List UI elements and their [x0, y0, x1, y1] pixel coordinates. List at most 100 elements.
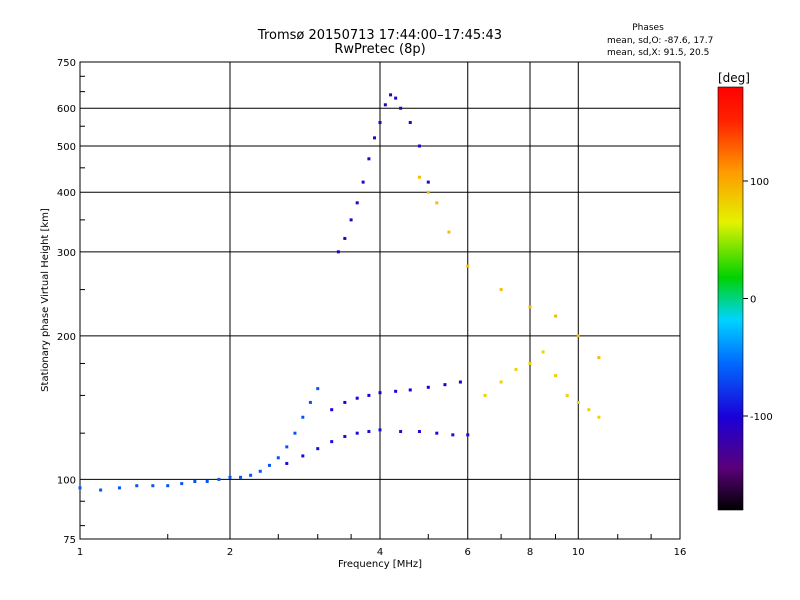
y-tick-label: 100	[57, 475, 76, 486]
data-point	[308, 400, 312, 404]
y-tick-label: 75	[63, 535, 76, 546]
data-point	[399, 430, 403, 434]
data-point	[597, 356, 601, 360]
data-point	[316, 387, 320, 391]
data-point	[447, 230, 451, 234]
data-point	[466, 264, 470, 268]
data-point	[258, 469, 262, 473]
data-point	[228, 475, 232, 479]
phases-title: Phases	[632, 23, 664, 33]
data-point	[367, 393, 371, 397]
data-point	[553, 374, 557, 378]
data-point	[276, 456, 280, 460]
y-tick-label: 500	[57, 142, 76, 153]
data-point	[541, 350, 545, 354]
data-point	[367, 157, 371, 161]
colorbar-ticks: 100 0 -100	[743, 177, 773, 423]
x-tick-label: 4	[377, 547, 383, 558]
data-point	[349, 218, 353, 222]
data-point	[483, 393, 487, 397]
phases-line-o: mean, sd,O: -87.6, 17.7	[607, 36, 713, 46]
data-point	[389, 93, 393, 97]
data-point	[383, 103, 387, 107]
data-point	[166, 484, 170, 488]
x-tick-label: 6	[465, 547, 471, 558]
x-tick-label: 2	[227, 547, 233, 558]
y-tick-label: 300	[57, 248, 76, 259]
data-point	[117, 486, 121, 490]
chart-subtitle: RwPretec (8p)	[334, 42, 425, 57]
data-point	[417, 430, 421, 434]
data-point	[466, 433, 470, 437]
data-point	[514, 367, 518, 371]
data-point	[426, 385, 430, 389]
data-point	[285, 445, 289, 449]
data-point	[180, 482, 184, 486]
x-tick-label: 10	[572, 547, 585, 558]
data-point	[378, 121, 382, 125]
colorbar-tick-label: 0	[750, 295, 756, 306]
data-point	[343, 400, 347, 404]
data-point	[355, 396, 359, 400]
data-point	[417, 144, 421, 148]
data-point	[151, 484, 155, 488]
colorbar-tick-label: 100	[750, 177, 769, 188]
data-point	[528, 361, 532, 365]
data-point	[378, 428, 382, 432]
data-point	[355, 201, 359, 205]
data-point	[378, 391, 382, 395]
data-point	[336, 250, 340, 254]
data-point	[249, 473, 253, 477]
data-point	[367, 430, 371, 434]
data-point	[408, 388, 412, 392]
data-point	[78, 486, 82, 490]
data-point	[343, 236, 347, 240]
grid-lines	[80, 62, 680, 539]
data-point	[316, 447, 320, 451]
y-ticks: 75 100 200 300 400 500 600 750	[57, 58, 85, 546]
x-tick-label: 8	[527, 547, 533, 558]
data-point	[267, 463, 271, 467]
data-point	[576, 334, 580, 338]
chart-title: Tromsø 20150713 17:44:00–17:45:43	[257, 28, 502, 43]
y-tick-label: 600	[57, 104, 76, 115]
data-point	[426, 180, 430, 184]
data-point	[293, 431, 297, 435]
y-tick-label: 400	[57, 188, 76, 199]
data-point	[435, 201, 439, 205]
data-point	[394, 96, 398, 100]
data-point	[355, 431, 359, 435]
data-point	[587, 408, 591, 412]
data-point	[597, 415, 601, 419]
data-point	[458, 380, 462, 384]
data-point	[205, 479, 209, 483]
data-point	[576, 400, 580, 404]
data-point	[239, 475, 243, 479]
x-ticks: 1 2 4 6 8 10 16	[77, 534, 687, 558]
data-point	[193, 479, 197, 483]
data-point	[426, 190, 430, 194]
y-axis-label: Stationary phase Virtual Height [km]	[40, 208, 51, 392]
data-point	[399, 106, 403, 110]
x-tick-label: 16	[674, 547, 687, 558]
data-point	[373, 136, 377, 140]
data-point	[499, 380, 503, 384]
data-point	[451, 433, 455, 437]
colorbar	[717, 86, 744, 511]
data-point	[408, 121, 412, 125]
colorbar-unit: [deg]	[718, 71, 750, 85]
phases-line-x: mean, sd,X: 91.5, 20.5	[607, 48, 709, 58]
x-axis-label: Frequency [MHz]	[338, 559, 422, 570]
data-point	[553, 314, 557, 318]
data-point	[528, 305, 532, 309]
data-point	[499, 288, 503, 292]
colorbar-tick-label: -100	[750, 412, 773, 423]
data-point	[443, 383, 447, 387]
data-point	[330, 440, 334, 444]
data-point	[343, 435, 347, 439]
data-point	[417, 175, 421, 179]
data-point	[217, 477, 221, 481]
x-tick-label: 1	[77, 547, 83, 558]
data-point	[330, 408, 334, 412]
